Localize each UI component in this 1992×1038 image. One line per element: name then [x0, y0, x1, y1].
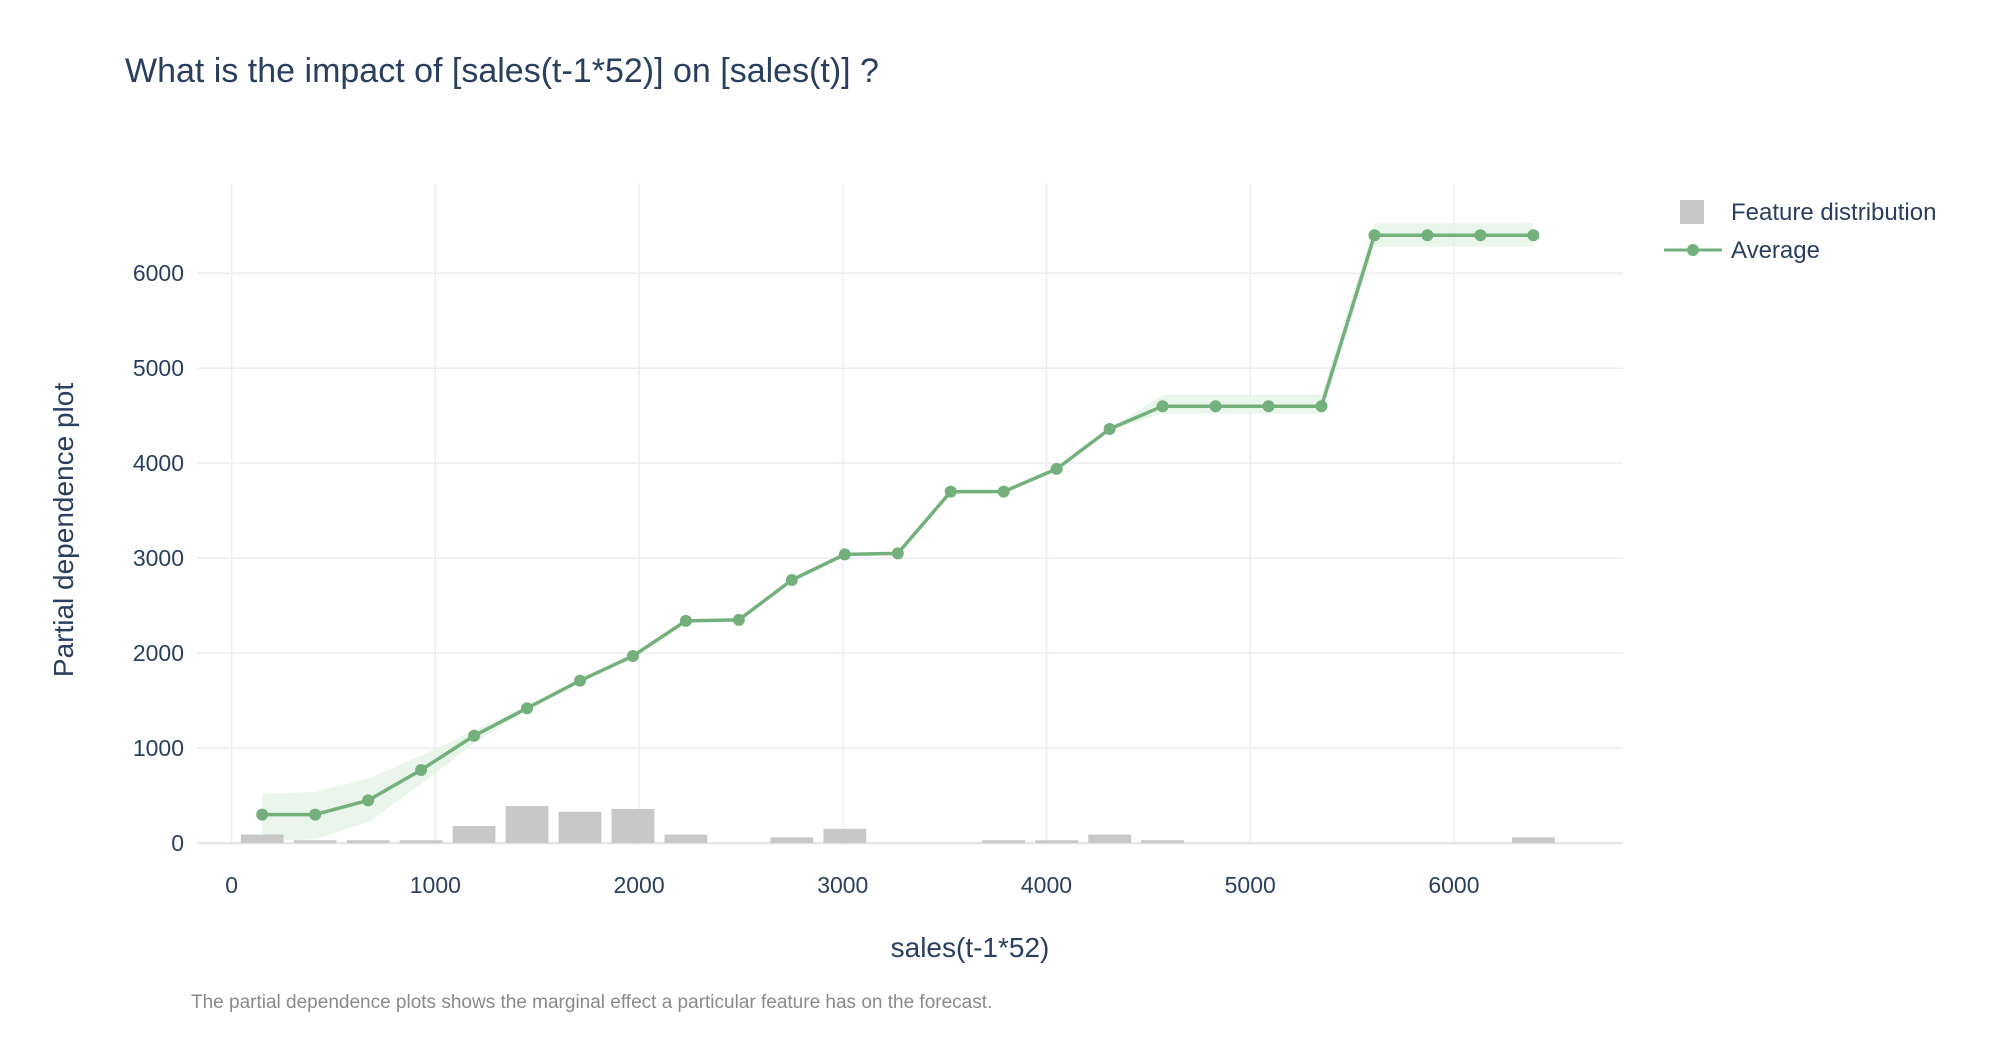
distribution-bar [664, 834, 708, 844]
average-point[interactable] [944, 485, 957, 498]
average-point[interactable] [309, 808, 322, 821]
x-tick-label: 2000 [613, 872, 664, 898]
average-point[interactable] [997, 485, 1010, 498]
distribution-bar [399, 840, 443, 844]
y-tick-label: 2000 [133, 640, 184, 666]
average-point[interactable] [1527, 229, 1540, 242]
average-point[interactable] [1368, 229, 1381, 242]
x-tick-label: 1000 [410, 872, 461, 898]
average-point[interactable] [1209, 400, 1222, 413]
legend[interactable]: Feature distribution Average [1664, 199, 1936, 264]
y-tick-label: 4000 [133, 450, 184, 476]
x-tick-label: 5000 [1225, 872, 1276, 898]
confidence-band [262, 222, 1534, 842]
average-point[interactable] [1262, 400, 1275, 413]
distribution-bar [505, 806, 549, 844]
average-points [256, 229, 1540, 821]
x-tick-labels: 0 1000 2000 3000 4000 5000 6000 [225, 872, 1479, 898]
average-point[interactable] [785, 574, 798, 587]
legend-label-average: Average [1731, 237, 1820, 264]
legend-swatch-bar [1680, 200, 1704, 224]
average-point[interactable] [256, 808, 269, 821]
average-point[interactable] [573, 674, 586, 687]
average-point[interactable] [1103, 422, 1116, 435]
average-point[interactable] [1421, 229, 1434, 242]
legend-swatch-marker [1687, 244, 1699, 256]
distribution-bar [823, 828, 867, 844]
distribution-bar [452, 826, 496, 844]
y-axis-title: Partial dependence plot [48, 383, 79, 677]
distribution-bar [982, 840, 1026, 844]
distribution-bar [770, 837, 814, 844]
average-point[interactable] [362, 794, 375, 807]
x-axis-title: sales(t-1*52) [891, 932, 1050, 963]
average-point[interactable] [732, 613, 745, 626]
distribution-bar [1141, 840, 1184, 844]
average-point[interactable] [468, 729, 481, 742]
x-tick-label: 3000 [817, 872, 868, 898]
x-tick-label: 6000 [1428, 872, 1479, 898]
distribution-bar [611, 808, 655, 844]
average-point[interactable] [838, 548, 851, 561]
distribution-bar [1511, 837, 1555, 844]
distribution-bar [558, 811, 602, 844]
distribution-bar [1035, 840, 1079, 844]
average-point[interactable] [1050, 462, 1063, 475]
distribution-bar [240, 834, 284, 844]
y-tick-label: 6000 [133, 260, 184, 286]
average-point[interactable] [415, 763, 428, 776]
y-tick-label: 5000 [133, 355, 184, 381]
y-tick-label: 3000 [133, 545, 184, 571]
average-point[interactable] [521, 702, 534, 715]
distribution-bar [293, 840, 337, 844]
legend-item-feature-distribution[interactable]: Feature distribution [1680, 199, 1936, 226]
distribution-bar [1088, 834, 1132, 844]
legend-item-average[interactable]: Average [1664, 237, 1820, 264]
average-point[interactable] [1474, 229, 1487, 242]
x-tick-label: 0 [225, 872, 238, 898]
distribution-bar [346, 840, 390, 844]
feature-distribution-bars [240, 806, 1555, 844]
average-point[interactable] [891, 547, 904, 560]
grid-lines [197, 183, 1623, 845]
average-point[interactable] [1315, 400, 1328, 413]
average-point[interactable] [1156, 400, 1169, 413]
chart-title: What is the impact of [sales(t-1*52)] on… [125, 52, 879, 90]
legend-label-feature-distribution: Feature distribution [1731, 199, 1936, 226]
x-tick-label: 4000 [1021, 872, 1072, 898]
confidence-band-area [262, 222, 1534, 842]
average-point[interactable] [626, 649, 639, 662]
y-tick-labels: 0 1000 2000 3000 4000 5000 6000 [133, 260, 184, 856]
average-point[interactable] [679, 614, 692, 627]
y-tick-label: 0 [171, 830, 184, 856]
y-tick-label: 1000 [133, 735, 184, 761]
chart-caption: The partial dependence plots shows the m… [191, 992, 992, 1013]
